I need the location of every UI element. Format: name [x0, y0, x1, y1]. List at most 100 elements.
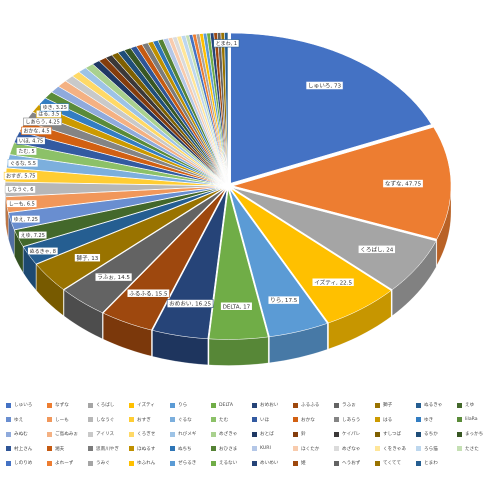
legend-label: KURI	[260, 446, 271, 452]
legend-item: みぬむ	[4, 427, 45, 442]
legend-swatch	[129, 446, 134, 452]
svg-text:しゅいろ, 73: しゅいろ, 73	[308, 83, 341, 90]
legend-item: 鈴	[291, 427, 332, 442]
legend-item: すしつば	[373, 427, 414, 442]
data-label-2: くろばし, 24	[357, 244, 396, 254]
legend-label: くをきゃあ	[383, 446, 406, 452]
data-label-20: しあらう, 4.25	[23, 117, 63, 126]
legend-item: ぐるな	[168, 413, 209, 428]
legend-item: しあらう	[332, 413, 373, 428]
legend-item: たさた	[455, 442, 496, 457]
legend-swatch	[6, 402, 11, 408]
legend-label: すしつば	[383, 432, 402, 438]
legend-label: ゆふれん	[137, 461, 156, 467]
data-label-1: なずな, 47.75	[382, 179, 424, 188]
legend-item: おとば	[250, 427, 291, 442]
legend-label: りら	[178, 403, 188, 409]
svg-text:おすぎ, 5.75: おすぎ, 5.75	[6, 173, 35, 180]
data-label-11: えゆ, 7.25	[18, 230, 48, 240]
legend-label: とまわ	[424, 461, 438, 467]
legend-label: ゆき	[424, 417, 434, 423]
legend-label: 姫	[301, 461, 306, 467]
legend-swatch	[6, 417, 11, 423]
legend-item: うみぐ	[86, 456, 127, 471]
svg-text:ゆき, 3.25: ゆき, 3.25	[43, 104, 67, 111]
legend-label: 村上さん	[14, 446, 33, 452]
legend-swatch	[170, 460, 175, 466]
legend-label: めざなゃ	[342, 446, 361, 452]
legend-label: 鈴	[301, 432, 306, 438]
legend-label: ろら猫	[424, 446, 438, 452]
legend-item: しゅいろ	[4, 398, 45, 413]
legend-item: しーも	[45, 413, 86, 428]
legend-label: れびメギ	[178, 432, 197, 438]
legend-swatch	[375, 431, 380, 437]
legend-swatch	[129, 402, 134, 408]
legend-item: よれーず	[45, 456, 86, 471]
legend-item: ほぬるす	[127, 442, 168, 457]
legend-item: てくてて	[373, 456, 414, 471]
legend-item: ぬるきゃ	[414, 398, 455, 413]
data-labels: しゅいろ, 73 なずな, 47.75 くろばし, 24 イズティ, 22.5 りら, …	[3, 39, 424, 311]
legend-label: ぐるな	[178, 417, 192, 423]
data-label-4: りら, 17.5	[267, 295, 300, 305]
legend-item: えゆ	[455, 398, 496, 413]
legend-swatch	[375, 417, 380, 423]
legend-label: おとば	[260, 432, 274, 438]
legend-label: 獅子	[383, 403, 393, 409]
legend-label: 湘夫	[55, 446, 65, 452]
legend-item: りら	[168, 398, 209, 413]
legend-label: みぬむ	[14, 432, 28, 438]
legend-label: ほぬるす	[137, 446, 156, 452]
pie-slice-10	[22, 187, 224, 265]
data-label-58: とまわ, 1	[213, 39, 240, 48]
legend-item: 村上さん	[4, 442, 45, 457]
legend-swatch	[375, 460, 380, 466]
legend-swatch	[457, 446, 462, 452]
legend-swatch	[457, 417, 462, 423]
legend-swatch	[88, 446, 93, 452]
svg-text:しあらう, 4.25: しあらう, 4.25	[25, 119, 59, 125]
legend-label: イズティ	[137, 403, 155, 409]
legend-item: しのりめ	[4, 456, 45, 471]
legend-label: しーも	[55, 417, 69, 423]
legend-label: しゅいろ	[14, 403, 33, 409]
legend-label: しなうぐ	[96, 417, 115, 423]
legend-swatch	[211, 402, 216, 408]
legend-item: ふるふる	[291, 398, 332, 413]
legend-item: ぬちち	[168, 442, 209, 457]
legend-swatch	[334, 431, 339, 437]
legend-swatch	[129, 460, 134, 466]
legend-item: ぜらるき	[168, 456, 209, 471]
legend-swatch	[416, 417, 421, 423]
legend-swatch	[47, 417, 52, 423]
legend-item: はる	[373, 413, 414, 428]
legend-swatch	[293, 431, 298, 437]
legend-item: くろぎせ	[127, 427, 168, 442]
legend-label: るちか	[424, 432, 438, 438]
svg-text:獅子, 13: 獅子, 13	[76, 254, 98, 262]
chart-legend: しゅいろ なずな くろばし イズティ りら DELTA おめおい ふるふる ラふぉ 獅子 ぬるきゃえ…	[4, 398, 496, 471]
legend-label: なずな	[55, 403, 69, 409]
data-label-5: DELTA, 17	[220, 301, 253, 311]
legend-swatch	[252, 417, 257, 423]
pie-slice-9	[35, 187, 225, 290]
legend-item: ケイパレ	[332, 427, 373, 442]
legend-item: イズティ	[127, 398, 168, 413]
legend-label: おかな	[301, 417, 315, 423]
legend-item: 湘夫	[45, 442, 86, 457]
legend-swatch	[88, 431, 93, 437]
legend-label: えゆ	[465, 403, 475, 409]
legend-item: くをきゃあ	[373, 442, 414, 457]
legend-item: へうおず	[332, 456, 373, 471]
legend-item: とまわ	[414, 456, 455, 471]
legend-label: めいめい	[260, 461, 279, 467]
svg-text:ぐるな, 5.5: ぐるな, 5.5	[10, 160, 36, 167]
legend-swatch	[211, 460, 216, 466]
pie-side-5	[208, 336, 269, 366]
legend-swatch	[47, 431, 52, 437]
svg-text:はる, 3.5: はる, 3.5	[38, 112, 59, 118]
pie-slice-18	[13, 131, 224, 186]
legend-swatch	[170, 402, 175, 408]
legend-item: おひさま	[209, 442, 250, 457]
